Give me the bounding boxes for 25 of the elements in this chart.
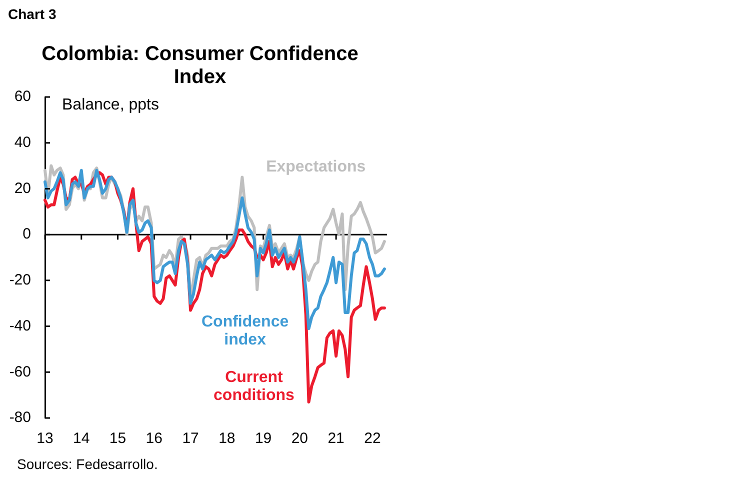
x-tick-label: 18 <box>218 430 236 448</box>
y-tick-label: 20 <box>14 180 31 197</box>
y-axis-title: Balance, ppts <box>62 96 159 114</box>
y-tick-label: -80 <box>9 409 31 426</box>
x-tick-label: 21 <box>328 430 344 448</box>
source-note: Sources: Fedesarrollo. <box>17 456 158 473</box>
y-tick-label: -20 <box>9 272 31 289</box>
series-label: Confidence index <box>202 313 289 348</box>
x-tick-label: 15 <box>109 430 126 448</box>
series-label: Expectations <box>266 158 366 176</box>
chart-title: Colombia: Consumer Confidence Index <box>40 43 360 89</box>
y-tick-label: -60 <box>9 363 31 380</box>
x-tick-label: 17 <box>182 430 199 448</box>
x-tick-label: 13 <box>36 430 54 448</box>
y-tick-label: -40 <box>9 317 31 334</box>
x-tick-label: 16 <box>146 430 162 448</box>
x-tick-label: 22 <box>364 430 381 448</box>
caption: Chart 3 <box>8 6 56 22</box>
x-tick-label: 19 <box>254 430 272 448</box>
y-tick-label: 60 <box>14 88 31 106</box>
x-tick-label: 14 <box>73 430 90 448</box>
y-tick-label: 40 <box>14 134 31 151</box>
y-tick-label: 0 <box>22 226 31 243</box>
series-label: Current conditions <box>214 368 294 404</box>
x-tick-label: 20 <box>291 430 308 448</box>
